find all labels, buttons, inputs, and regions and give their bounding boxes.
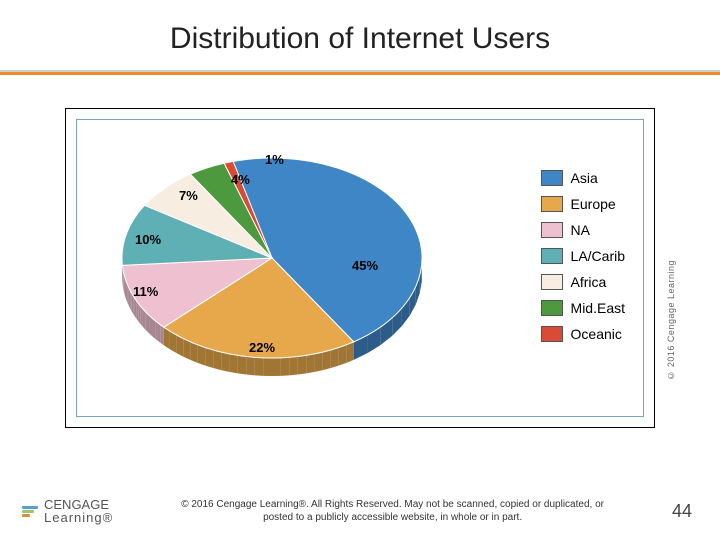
legend-label: Africa [571,274,607,290]
legend-row: Africa [541,274,625,290]
legend-swatch [541,326,563,342]
side-credit: © 2016 Cengage Learning [666,260,676,381]
legend-swatch [541,222,563,238]
legend-swatch [541,196,563,212]
legend-row: Europe [541,196,625,212]
pct-label: 4% [231,172,250,187]
legend-row: Oceanic [541,326,625,342]
pct-label: 10% [135,232,161,247]
pie-chart: 45% 22% 11% 10% 7% 4% 1% [117,148,427,378]
page-title: Distribution of Internet Users [0,0,720,56]
legend-label: Europe [571,196,616,212]
divider-orange [0,72,720,75]
copyright-text: © 2016 Cengage Learning®. All Rights Res… [173,498,613,524]
legend-label: Oceanic [571,326,622,342]
legend-row: Asia [541,170,625,186]
legend-swatch [541,300,563,316]
legend-swatch [541,274,563,290]
cengage-logo: CENGAGE Learning® [22,498,113,524]
pct-label: 11% [133,284,158,299]
legend: Asia Europe NA LA/Carib Africa Mid.East Oceani… [541,170,625,352]
legend-swatch [541,248,563,264]
legend-swatch [541,170,563,186]
legend-label: NA [571,222,590,238]
pct-label: 22% [249,340,275,355]
legend-label: Mid.East [571,300,625,316]
logo-mark-icon [22,506,38,517]
legend-row: NA [541,222,625,238]
legend-row: Mid.East [541,300,625,316]
legend-label: LA/Carib [571,248,625,264]
chart-inner: 45%22%11%10%7%4%1% AsiaEuropeNALA/CaribA… [76,119,644,417]
chart-frame: 45%22%11%10%7%4%1% AsiaEuropeNALA/CaribA… [65,108,655,428]
logo-line2: Learning® [44,511,113,524]
pct-label: 1% [265,152,284,167]
pct-label: 45% [352,258,378,273]
page-number: 44 [672,501,692,522]
legend-label: Asia [571,170,598,186]
footer: CENGAGE Learning® © 2016 Cengage Learnin… [0,498,720,524]
pct-label: 7% [179,188,198,203]
legend-row: LA/Carib [541,248,625,264]
